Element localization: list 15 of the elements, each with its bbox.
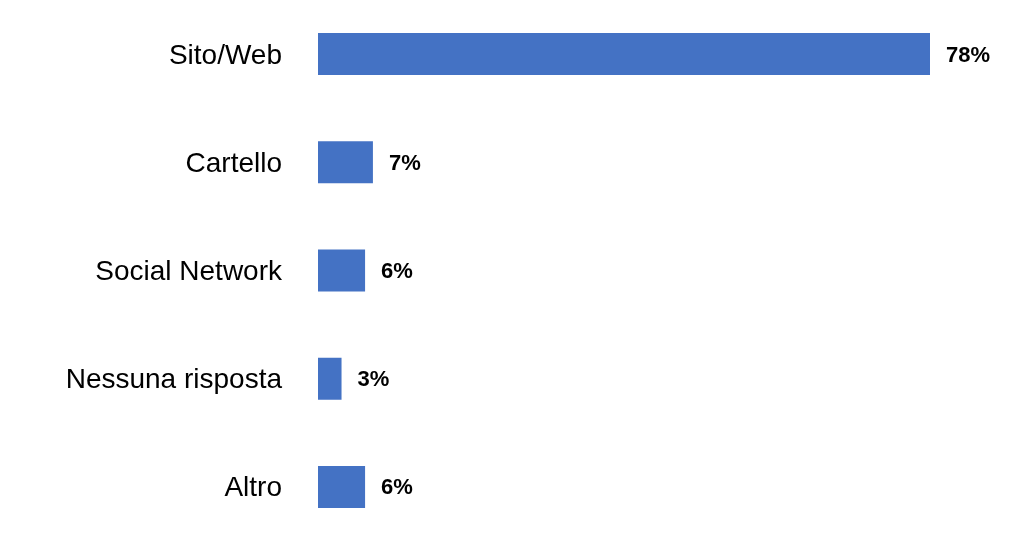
y-tick-label: Nessuna risposta [65,363,283,395]
bar [318,357,342,400]
bar [318,33,930,76]
y-tick-label: Cartello [185,146,282,178]
y-tick-label: Sito/Web [168,38,282,70]
bar [318,141,373,184]
data-label: 3% [357,366,390,392]
bar [318,249,366,292]
y-tick-label: Social Network [95,255,283,286]
y-tick-label: Altro [224,471,282,503]
data-label: 6% [381,474,413,500]
data-label: 78% [946,41,991,67]
data-label: 6% [381,258,413,283]
data-label: 7% [388,149,421,175]
bar [318,465,366,508]
